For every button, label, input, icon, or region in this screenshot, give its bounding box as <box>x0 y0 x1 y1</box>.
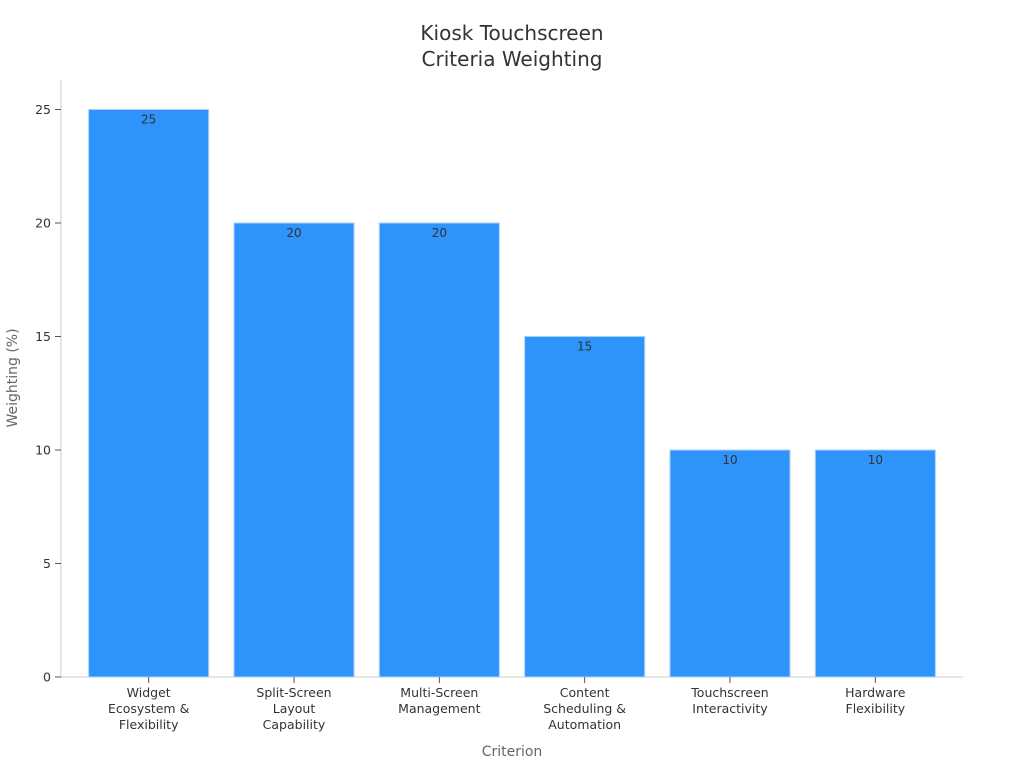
data-label: 15 <box>577 340 592 354</box>
x-tick-label: Split-Screen Layout Capability <box>256 685 331 732</box>
x-axis-title: Criterion <box>482 744 543 760</box>
x-tick-label-line: Flexibility <box>846 701 906 716</box>
y-tick-label: 15 <box>35 329 51 344</box>
data-label: 10 <box>722 453 737 467</box>
x-tick-label-line: Multi-Screen <box>400 685 478 700</box>
bar <box>669 449 791 678</box>
x-tick-label-line: Hardware <box>845 685 906 700</box>
x-tick-label: Hardware Flexibility <box>845 685 906 716</box>
y-tick-label: 25 <box>35 102 51 117</box>
bar <box>524 336 646 678</box>
y-axis-title: Weighting (%) <box>5 328 21 427</box>
bars <box>88 109 936 678</box>
x-tick-label-line: Management <box>398 701 480 716</box>
x-tick-label: Widget Ecosystem & Flexibility <box>108 685 190 732</box>
x-tick-label: Touchscreen Interactivity <box>690 685 768 716</box>
x-tick-label-line: Split-Screen <box>256 685 331 700</box>
bar <box>814 449 936 678</box>
data-label: 20 <box>432 226 447 240</box>
data-label: 20 <box>286 226 301 240</box>
y-tick-label: 5 <box>43 556 51 571</box>
bar <box>233 222 355 678</box>
bar <box>88 109 210 678</box>
x-axis-ticks: Widget Ecosystem & FlexibilitySplit-Screen… <box>108 677 906 732</box>
x-tick-label-line: Automation <box>548 717 621 732</box>
bar <box>378 222 500 678</box>
y-tick-label: 20 <box>35 216 51 231</box>
x-tick-label-line: Interactivity <box>692 701 768 716</box>
x-tick-label: Multi-Screen Management <box>398 685 480 716</box>
y-tick-label: 0 <box>43 670 51 685</box>
chart-title-line: Kiosk Touchscreen <box>420 21 603 45</box>
x-tick-label-line: Capability <box>263 717 326 732</box>
y-tick-label: 10 <box>35 443 51 458</box>
axes <box>60 80 963 678</box>
x-tick-label-line: Scheduling & <box>543 701 626 716</box>
data-label: 10 <box>868 453 883 467</box>
x-tick-label: Content Scheduling & Automation <box>543 685 626 732</box>
y-axis-ticks: 0 5 10 15 20 25 <box>35 102 61 685</box>
x-tick-label-line: Flexibility <box>119 717 179 732</box>
x-tick-label-line: Layout <box>273 701 316 716</box>
x-tick-label-line: Ecosystem & <box>108 701 190 716</box>
x-tick-label-line: Widget <box>127 685 171 700</box>
data-labels: 25 20 20 15 10 10 <box>141 113 883 467</box>
chart-title-line: Criteria Weighting <box>422 47 603 71</box>
x-tick-label-line: Touchscreen <box>690 685 768 700</box>
data-label: 25 <box>141 113 156 127</box>
x-tick-label-line: Content <box>560 685 610 700</box>
